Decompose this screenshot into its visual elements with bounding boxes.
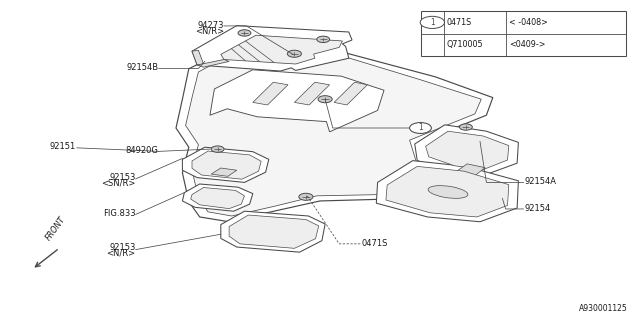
Text: A930001125: A930001125	[579, 304, 627, 313]
Text: 92154: 92154	[525, 204, 551, 213]
Circle shape	[317, 36, 330, 43]
Polygon shape	[210, 70, 384, 132]
Polygon shape	[415, 125, 518, 174]
Circle shape	[287, 50, 301, 57]
Text: 94273: 94273	[198, 21, 224, 30]
Circle shape	[211, 146, 224, 152]
Polygon shape	[192, 26, 352, 71]
Polygon shape	[182, 147, 269, 182]
Text: <0409->: <0409->	[509, 40, 545, 49]
Ellipse shape	[428, 186, 468, 198]
Polygon shape	[221, 211, 325, 252]
Text: <N/R>: <N/R>	[195, 26, 224, 35]
Text: <N/R>: <N/R>	[106, 249, 136, 258]
Circle shape	[410, 123, 431, 133]
Text: 84920G: 84920G	[126, 146, 159, 155]
Polygon shape	[192, 151, 261, 179]
Polygon shape	[229, 215, 319, 248]
Polygon shape	[376, 161, 518, 222]
Text: FRONT: FRONT	[44, 215, 67, 243]
Text: < -0408>: < -0408>	[509, 18, 548, 27]
Text: 92153: 92153	[109, 244, 136, 252]
Text: 92154A: 92154A	[525, 177, 557, 186]
Text: 0471S: 0471S	[362, 239, 388, 248]
Circle shape	[238, 30, 251, 36]
Text: 92154B: 92154B	[127, 63, 159, 72]
Polygon shape	[192, 50, 204, 65]
Circle shape	[299, 193, 313, 200]
Polygon shape	[294, 82, 330, 105]
Circle shape	[420, 16, 445, 28]
Polygon shape	[221, 35, 342, 64]
Text: 92153: 92153	[109, 173, 136, 182]
Circle shape	[318, 96, 332, 103]
Bar	[421, 11, 626, 56]
Text: FIG.833: FIG.833	[103, 209, 136, 218]
Polygon shape	[386, 166, 509, 217]
Text: 1: 1	[418, 124, 423, 132]
Polygon shape	[426, 131, 509, 170]
Circle shape	[460, 124, 472, 130]
Polygon shape	[454, 164, 485, 177]
Polygon shape	[334, 82, 367, 105]
Polygon shape	[197, 60, 229, 67]
Text: 92151: 92151	[49, 142, 76, 151]
Polygon shape	[182, 184, 253, 211]
Polygon shape	[191, 188, 244, 209]
Polygon shape	[211, 168, 237, 176]
Text: 1: 1	[430, 18, 435, 27]
Text: Q710005: Q710005	[447, 40, 483, 49]
Polygon shape	[186, 50, 481, 216]
Polygon shape	[253, 82, 288, 105]
Text: 0471S: 0471S	[447, 18, 472, 27]
Text: <SN/R>: <SN/R>	[101, 179, 136, 188]
Polygon shape	[176, 45, 493, 221]
